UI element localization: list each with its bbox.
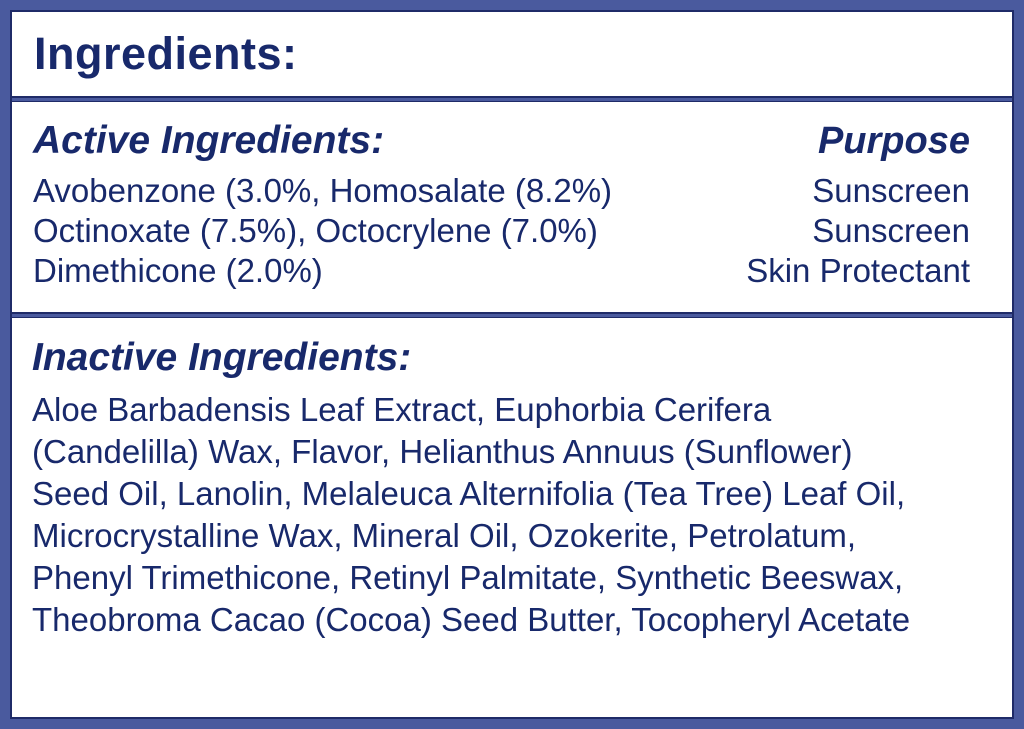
active-ingredient-purpose: Sunscreen xyxy=(812,212,970,249)
inactive-ingredients-section: Inactive Ingredients: Aloe Barbadensis L… xyxy=(12,318,1012,717)
active-ingredients-heading: Active Ingredients: xyxy=(33,119,385,162)
purpose-column: Purpose Sunscreen Sunscreen Skin Protect… xyxy=(746,116,970,291)
purpose-column-heading: Purpose xyxy=(817,120,970,162)
active-ingredient-purpose: Sunscreen xyxy=(812,172,970,209)
active-ingredient-name: Dimethicone (2.0%) xyxy=(33,252,323,289)
label-content-area: Ingredients: Active Ingredients: Avobenz… xyxy=(10,10,1014,719)
inactive-ingredients-text-line: Phenyl Trimethicone, Retinyl Palmitate, … xyxy=(32,559,904,596)
page-title: Ingredients: xyxy=(34,28,298,79)
inactive-ingredients-text-line: Theobroma Cacao (Cocoa) Seed Butter, Toc… xyxy=(32,601,911,638)
inactive-ingredients-text-line: (Candelilla) Wax, Flavor, Helianthus Ann… xyxy=(32,433,853,470)
inactive-ingredients-text-line: Aloe Barbadensis Leaf Extract, Euphorbia… xyxy=(32,391,772,428)
inactive-ingredients-heading: Inactive Ingredients: xyxy=(32,336,412,379)
inactive-ingredients-text: Aloe Barbadensis Leaf Extract, Euphorbia… xyxy=(32,389,992,641)
header-section: Ingredients: xyxy=(12,12,1012,96)
active-ingredients-section: Active Ingredients: Avobenzone (3.0%, Ho… xyxy=(12,102,1012,312)
inactive-ingredients-text-line: Seed Oil, Lanolin, Melaleuca Alternifoli… xyxy=(32,475,906,512)
active-ingredients-table: Active Ingredients: Avobenzone (3.0%, Ho… xyxy=(33,116,970,291)
active-ingredient-column: Active Ingredients: Avobenzone (3.0%, Ho… xyxy=(33,116,612,291)
active-ingredient-name: Avobenzone (3.0%, Homosalate (8.2%) xyxy=(33,172,613,209)
active-ingredient-name: Octinoxate (7.5%), Octocrylene (7.0%) xyxy=(33,212,598,249)
section-divider xyxy=(12,312,1012,318)
active-ingredient-purpose: Skin Protectant xyxy=(746,252,970,289)
section-divider xyxy=(12,96,1012,102)
inactive-ingredients-text-line: Microcrystalline Wax, Mineral Oil, Ozoke… xyxy=(32,517,856,554)
